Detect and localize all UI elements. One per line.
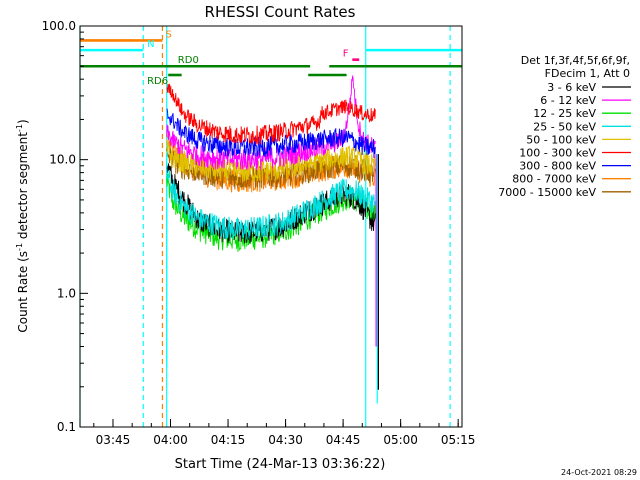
y-axis-label: Count Rate (s-1 detector segment-1) [15,119,30,332]
y-axis-ticks: 0.1 1.0 10.0 100.0 [42,19,88,434]
x-tick-label-0: 03:45 [96,433,131,447]
y-label-main: Count Rate (s [16,251,30,333]
legend-label-5: 100 - 300 keV [519,147,596,160]
y-tick-label-0: 0.1 [57,420,76,434]
flag-label-rd0: RD0 [178,55,199,66]
legend-label-3: 25 - 50 keV [533,120,596,133]
flag-label-f: F [343,49,349,60]
y-tick-label-3: 100.0 [42,19,76,33]
legend-label-7: 800 - 7000 keV [512,173,596,186]
legend-label-0: 3 - 6 keV [547,81,596,94]
y-label-sup1: -1 [15,243,24,251]
x-tick-label-6: 05:15 [441,433,476,447]
flag-label-s: S [166,29,172,40]
legend-label-2: 12 - 25 keV [533,107,596,120]
series-line-8 [166,147,376,190]
y-tick-label-2: 10.0 [49,153,76,167]
y-label-mid: detector segment [16,132,30,243]
legend-label-8: 7000 - 15000 keV [498,186,596,199]
x-axis-label: Start Time (24-Mar-13 03:36:22) [175,457,386,472]
x-tick-label-2: 04:15 [211,433,246,447]
flag-label-n: N [147,39,154,50]
series-line-5 [166,83,376,145]
legend-label-4: 50 - 100 keV [526,133,596,146]
series-line-6 [166,108,376,159]
legend-header-1: Det 1f,3f,4f,5f,6f,9f, [521,54,630,67]
legend-label-6: 300 - 800 keV [519,160,596,173]
y-tick-label-1: 1.0 [57,286,76,300]
x-tick-label-3: 04:30 [268,433,303,447]
x-tick-label-5: 05:00 [383,433,418,447]
data-series [166,74,376,252]
flag-bars: S N RD0 RD6 F [80,29,462,87]
series-line-4 [166,139,376,184]
plot-frame [79,25,463,428]
y-label-end: ) [16,119,30,124]
legend-label-1: 6 - 12 keV [540,94,596,107]
x-axis-ticks: 03:45 04:00 04:15 04:30 04:45 05:00 05:15 [93,419,476,447]
y-label-sup2: -1 [15,124,24,132]
flag-label-rd6: RD6 [147,76,168,87]
footer-timestamp: 24-Oct-2021 08:29 [561,468,637,477]
chart-title: RHESSI Count Rates [205,3,356,21]
vertical-markers [79,26,451,427]
legend-header-2: FDecim 1, Att 0 [545,67,630,80]
x-tick-label-1: 04:00 [153,433,188,447]
series-line-3 [166,163,376,240]
legend: Det 1f,3f,4f,5f,6f,9f, FDecim 1, Att 0 3… [498,54,631,199]
x-tick-label-4: 04:45 [326,433,361,447]
